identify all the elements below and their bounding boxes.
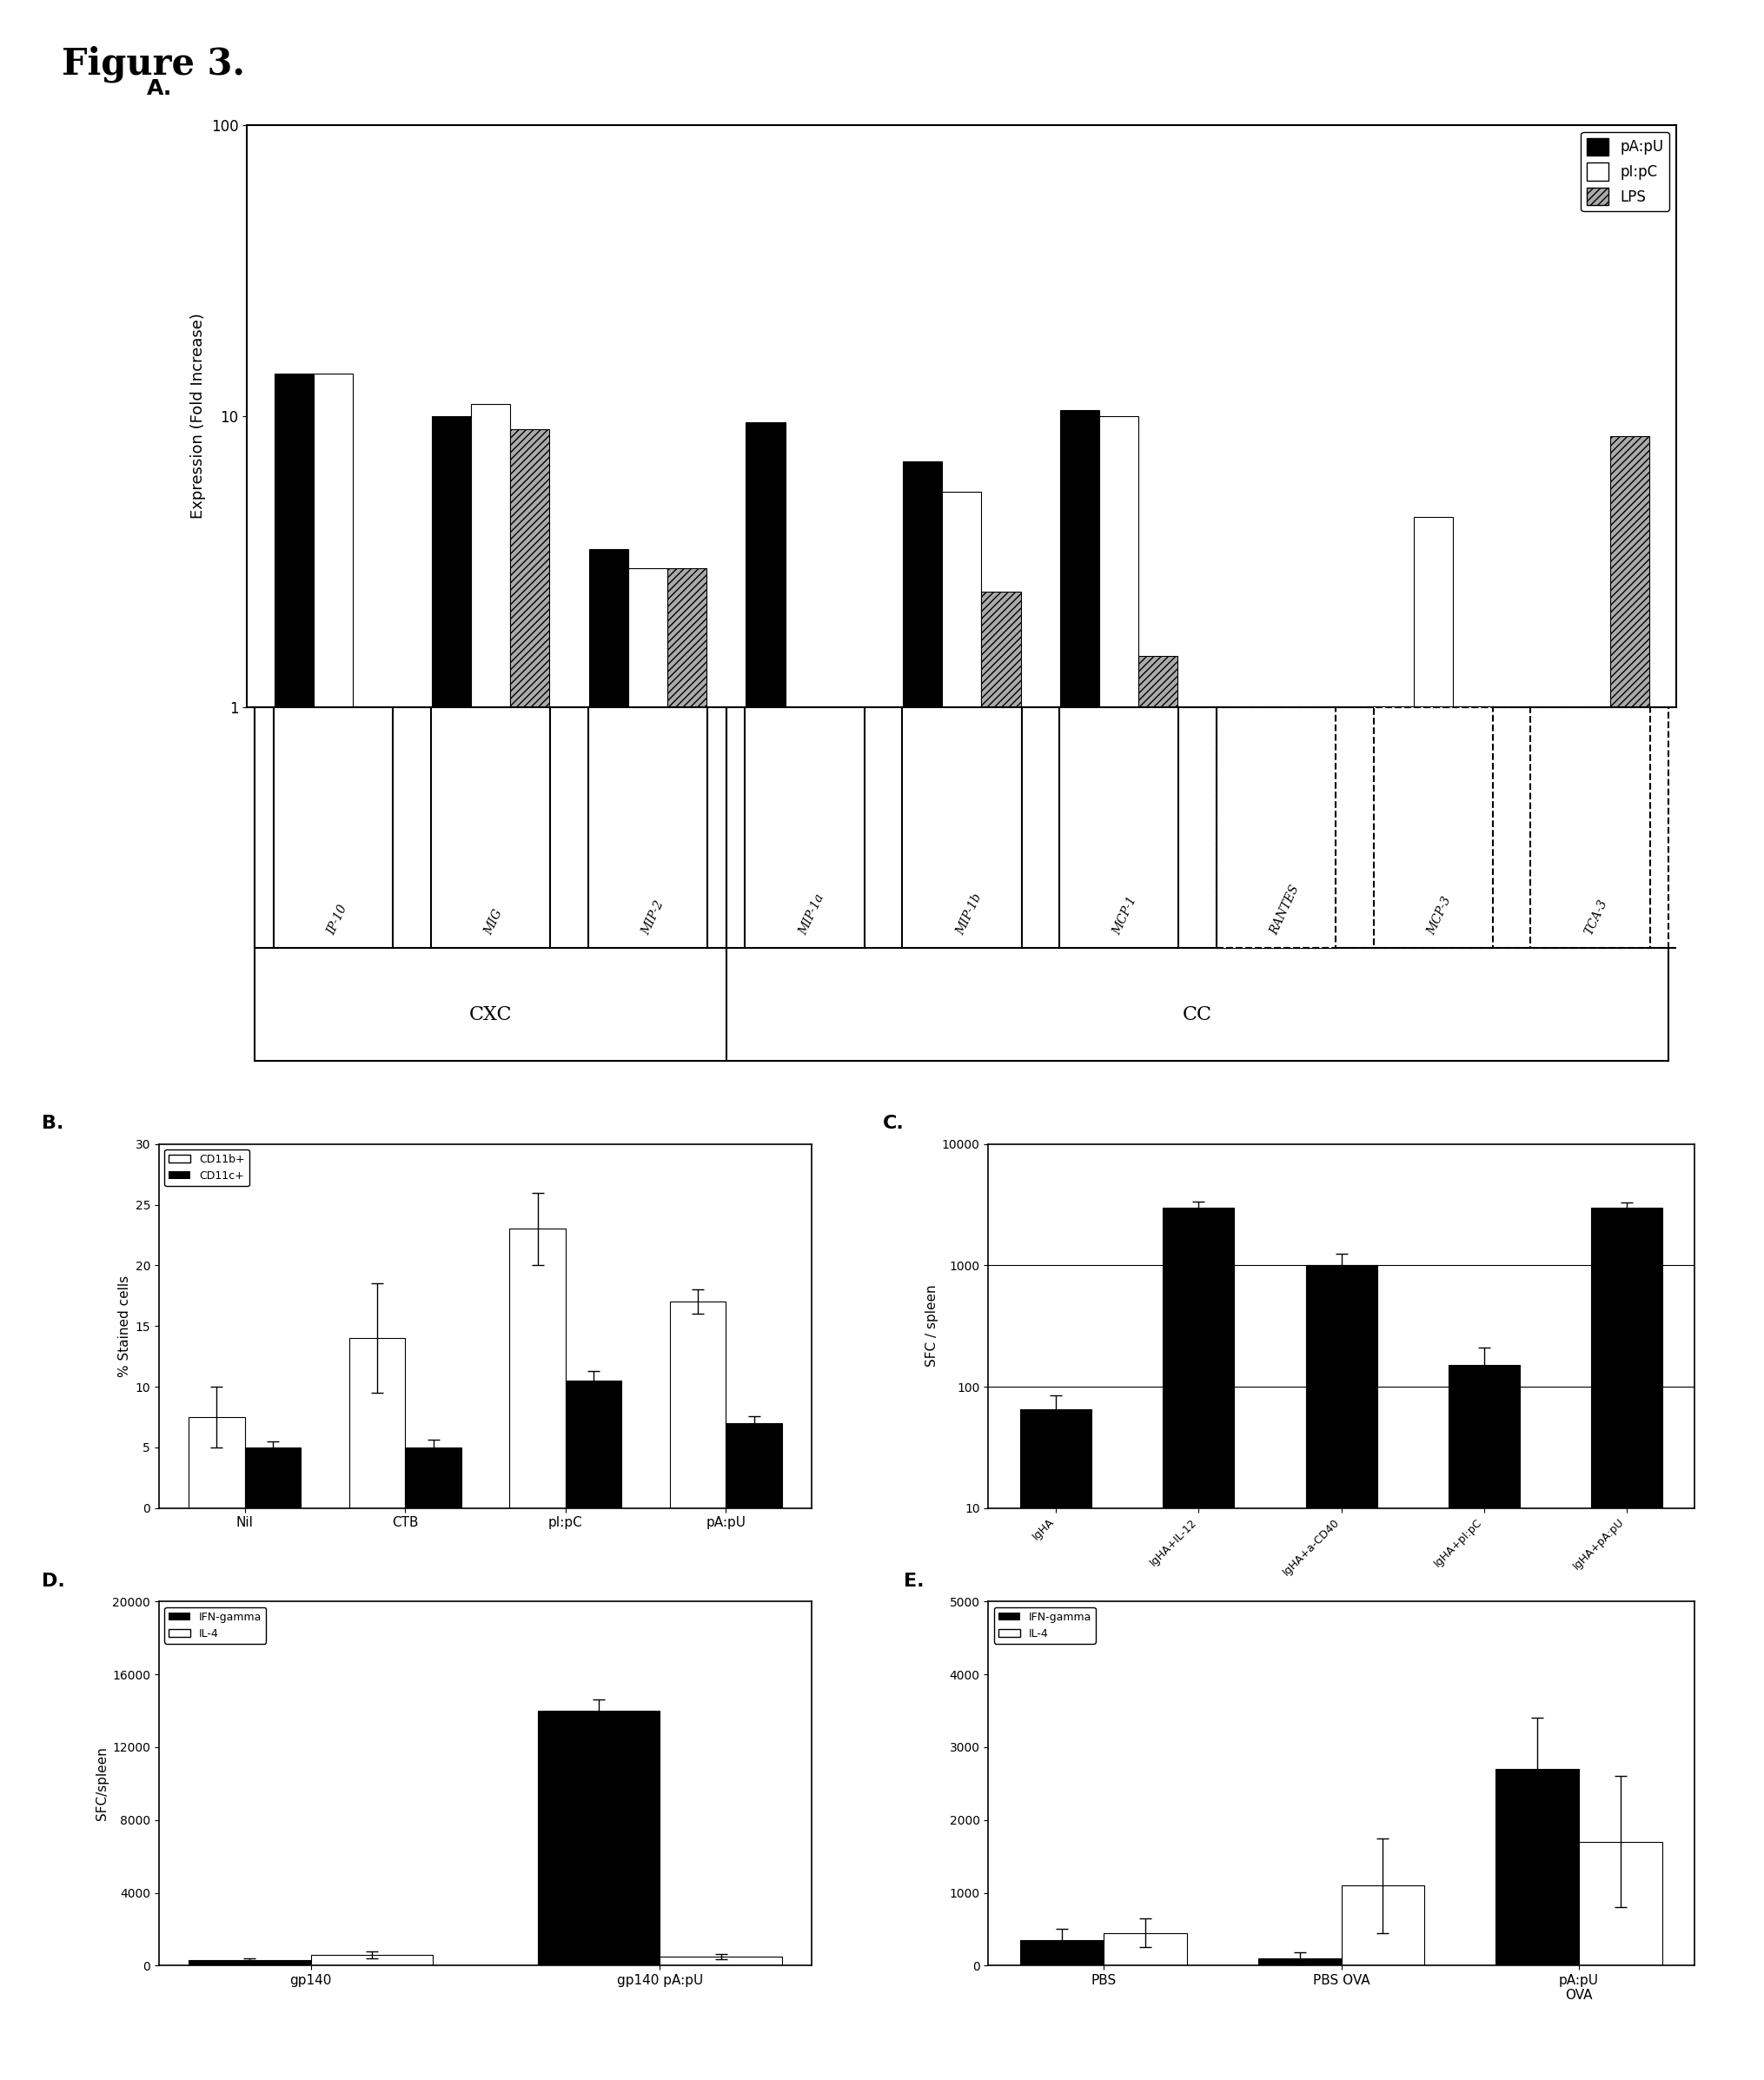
Bar — [746, 422, 785, 2080]
Bar — [1413, 518, 1452, 2080]
Text: CXC: CXC — [469, 1005, 512, 1023]
Bar — [587, 707, 707, 948]
Bar — [824, 707, 863, 2080]
Bar — [1295, 707, 1334, 2080]
Text: MIP-2: MIP-2 — [640, 899, 667, 936]
Bar — [1570, 707, 1609, 2080]
Y-axis label: SFC / spleen: SFC / spleen — [924, 1285, 938, 1367]
Bar — [1060, 410, 1099, 2080]
Text: RANTES: RANTES — [1268, 884, 1302, 936]
Text: TCA-3: TCA-3 — [1582, 899, 1609, 936]
Legend: CD11b+, CD11c+: CD11b+, CD11c+ — [164, 1150, 249, 1186]
Bar — [189, 1416, 245, 1508]
Text: Figure 3.: Figure 3. — [62, 46, 245, 83]
Bar — [273, 707, 393, 948]
Bar — [725, 707, 1746, 948]
Text: MIP-1b: MIP-1b — [954, 892, 983, 936]
Bar — [1448, 1364, 1519, 2080]
Bar — [660, 1957, 781, 1966]
Bar — [1305, 1265, 1376, 2080]
Bar — [1374, 707, 1413, 2080]
Bar — [744, 707, 864, 948]
Bar — [1058, 707, 1178, 948]
Bar — [1258, 1959, 1341, 1966]
Bar — [1102, 1932, 1185, 1966]
Bar — [189, 1959, 310, 1966]
Text: MCP-3: MCP-3 — [1425, 894, 1454, 936]
Bar — [432, 416, 471, 2080]
Bar — [245, 1448, 300, 1508]
Text: D.: D. — [41, 1572, 65, 1589]
Text: C.: C. — [882, 1115, 903, 1132]
Bar — [471, 404, 510, 2080]
Text: MIG: MIG — [483, 907, 505, 936]
Legend: IFN-gamma, IL-4: IFN-gamma, IL-4 — [993, 1608, 1095, 1643]
Bar — [903, 462, 942, 2080]
Y-axis label: Expression (Fold Increase): Expression (Fold Increase) — [191, 314, 206, 518]
Bar — [275, 374, 314, 2080]
Bar — [1256, 707, 1295, 2080]
Bar — [667, 568, 706, 2080]
Bar — [1372, 707, 1492, 948]
Text: IP-10: IP-10 — [326, 903, 349, 936]
Bar — [310, 1955, 432, 1966]
Bar — [1529, 707, 1649, 948]
Y-axis label: SFC/spleen: SFC/spleen — [95, 1747, 108, 1820]
Text: A.: A. — [146, 79, 173, 100]
Bar — [254, 707, 725, 948]
Bar — [981, 591, 1020, 2080]
Text: MCP-1: MCP-1 — [1111, 894, 1140, 936]
Bar — [1341, 1884, 1424, 1966]
Bar — [349, 1337, 406, 1508]
Bar — [725, 1423, 781, 1508]
Bar — [1162, 1208, 1233, 2080]
Bar — [1020, 1410, 1092, 2080]
Bar — [901, 707, 1021, 948]
Bar — [1579, 1843, 1662, 1966]
Bar — [589, 549, 628, 2080]
Bar — [1589, 1208, 1662, 2080]
Bar — [564, 1381, 621, 1508]
Bar — [1215, 707, 1335, 948]
Bar — [1020, 1941, 1102, 1966]
Bar — [1452, 707, 1491, 2080]
Bar — [1138, 655, 1177, 2080]
Bar — [353, 707, 392, 2080]
Bar — [538, 1710, 660, 1966]
Bar — [1099, 416, 1138, 2080]
Bar — [942, 491, 981, 2080]
Legend: IFN-gamma, IL-4: IFN-gamma, IL-4 — [164, 1608, 266, 1643]
Bar — [406, 1448, 460, 1508]
Bar — [1496, 1768, 1579, 1966]
Bar — [1215, 707, 1669, 948]
Legend: pA:pU, pI:pC, LPS: pA:pU, pI:pC, LPS — [1581, 131, 1669, 210]
Bar — [628, 568, 667, 2080]
Bar — [1609, 437, 1648, 2080]
Bar — [670, 1302, 725, 1508]
Bar — [430, 707, 550, 948]
Y-axis label: % Stained cells: % Stained cells — [118, 1275, 131, 1377]
Bar — [510, 1229, 564, 1508]
Bar — [510, 428, 549, 2080]
Text: MIP-1a: MIP-1a — [797, 892, 826, 936]
Text: B.: B. — [41, 1115, 64, 1132]
Bar — [314, 374, 353, 2080]
Bar — [1531, 707, 1570, 2080]
Bar — [1217, 707, 1256, 2080]
Text: E.: E. — [903, 1572, 924, 1589]
Text: CC: CC — [1182, 1005, 1212, 1023]
Bar — [785, 707, 824, 2080]
